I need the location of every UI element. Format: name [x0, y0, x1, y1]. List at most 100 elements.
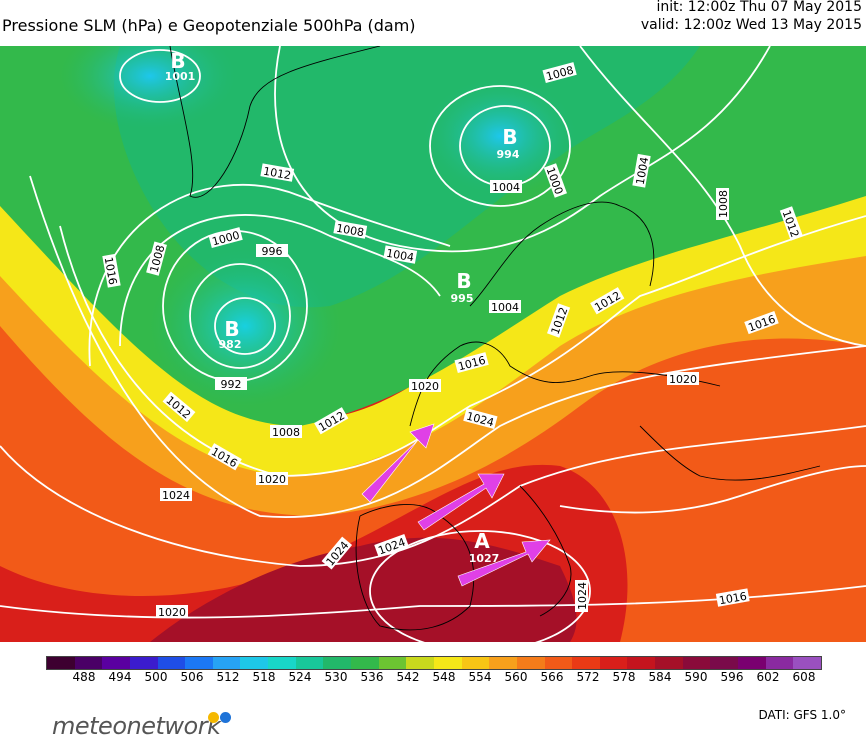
- isobar-label: 1008: [335, 222, 365, 240]
- isobar-label: 1016: [718, 590, 748, 608]
- scale-swatch: [323, 657, 352, 669]
- scale-tick-label: 488: [72, 670, 96, 684]
- scale-swatch: [47, 657, 75, 669]
- scale-swatch: [129, 657, 158, 669]
- isobar-label: 992: [221, 378, 242, 391]
- color-scale-ticks: 488 494 500 506 512 518 524 530 536 542 548 554 560 5…: [46, 670, 820, 688]
- isobar-label: 1020: [158, 606, 186, 619]
- flow-arrow: [361, 423, 435, 503]
- centre-letter: B: [456, 269, 471, 293]
- scale-swatch: [489, 657, 517, 669]
- isobar-label: 1008: [717, 190, 730, 218]
- scale-tick-label: 530: [324, 670, 348, 684]
- isobar-label: 1004: [491, 301, 519, 314]
- low-core-greenland: [60, 46, 240, 131]
- scale-tick-label: 542: [396, 670, 420, 684]
- isobar-label: 1020: [258, 473, 286, 486]
- logo-dot-blue: [220, 712, 231, 723]
- isobar-label: 1012: [262, 165, 292, 183]
- centre-value: 995: [451, 292, 474, 305]
- low-core-atlantic: [150, 246, 340, 406]
- centre-letter: B: [502, 125, 517, 149]
- scale-swatch: [212, 657, 241, 669]
- flow-arrow: [417, 473, 505, 531]
- data-credit: DATI: GFS 1.0°: [758, 708, 846, 722]
- scale-tick-label: 554: [468, 670, 492, 684]
- scale-tick-label: 536: [360, 670, 384, 684]
- scale-swatch: [295, 657, 324, 669]
- centre-letter: A: [474, 529, 490, 553]
- scale-swatch: [627, 657, 656, 669]
- scale-tick-label: 524: [288, 670, 312, 684]
- scale-tick-label: 566: [540, 670, 564, 684]
- scale-swatch: [378, 657, 407, 669]
- isobar-label: 1004: [634, 156, 652, 186]
- scale-swatch: [516, 657, 545, 669]
- isobar-label: 1004: [492, 181, 520, 194]
- scale-tick-label: 548: [432, 670, 456, 684]
- logo-dot-yellow: [208, 712, 219, 723]
- scale-swatch: [433, 657, 462, 669]
- scale-swatch: [157, 657, 186, 669]
- scale-swatch: [765, 657, 794, 669]
- coastlines: [169, 46, 821, 631]
- centre-value: 1001: [165, 70, 196, 83]
- logo-dots: [208, 712, 240, 724]
- scale-swatch: [572, 657, 600, 669]
- centre-value: 1027: [469, 552, 500, 565]
- scale-swatch: [74, 657, 103, 669]
- scale-swatch: [655, 657, 683, 669]
- scale-tick-label: 602: [756, 670, 780, 684]
- isobar-label: 1020: [669, 373, 697, 386]
- scale-tick-label: 512: [216, 670, 240, 684]
- isobar-label: 1024: [576, 582, 589, 610]
- scale-swatch: [738, 657, 766, 669]
- init-time: init: 12:00z Thu 07 May 2015: [656, 0, 863, 15]
- scale-swatch: [240, 657, 269, 669]
- scale-swatch: [406, 657, 434, 669]
- scale-swatch: [544, 657, 573, 669]
- scale-tick-label: 560: [504, 670, 528, 684]
- brand-logo: meteonetwork: [52, 712, 221, 740]
- isobar-label: 1024: [162, 489, 190, 502]
- isobar-label: 1020: [411, 380, 439, 393]
- scale-swatch: [682, 657, 711, 669]
- scale-swatch: [461, 657, 490, 669]
- scale-tick-label: 590: [684, 670, 708, 684]
- isobar-label: 996: [262, 245, 283, 258]
- centre-letter: B: [224, 317, 239, 341]
- weather-map: B 1001 B 994 B 995 B 982 A 1027 1008 100…: [0, 46, 866, 642]
- flow-arrows: [361, 423, 551, 587]
- scale-swatch: [351, 657, 379, 669]
- isobar-value-labels: 1008 1004 1000 1004 1008 1012 1012 1008 …: [102, 62, 803, 619]
- scale-swatch: [793, 657, 821, 669]
- scale-tick-label: 578: [612, 670, 636, 684]
- centre-value: 994: [497, 148, 520, 161]
- scale-swatch: [185, 657, 213, 669]
- isobar-label: 1016: [102, 256, 120, 286]
- field-band-orange: [0, 206, 866, 642]
- scale-tick-label: 608: [792, 670, 816, 684]
- centre-letter: B: [170, 49, 185, 73]
- scale-tick-label: 596: [720, 670, 744, 684]
- low-core-norway: [420, 76, 580, 196]
- scale-swatch: [599, 657, 628, 669]
- centre-value: 982: [219, 338, 242, 351]
- scale-swatch: [102, 657, 130, 669]
- scale-tick-label: 572: [576, 670, 600, 684]
- scale-swatch: [710, 657, 739, 669]
- scale-swatch: [268, 657, 296, 669]
- isobar-label: 1008: [272, 426, 300, 439]
- map-title: Pressione SLM (hPa) e Geopotenziale 500h…: [2, 16, 416, 35]
- scale-tick-label: 584: [648, 670, 672, 684]
- color-scale-bar: [46, 656, 822, 670]
- isobar-label: 1004: [385, 247, 415, 265]
- flow-arrow: [457, 539, 551, 587]
- scale-tick-label: 518: [252, 670, 276, 684]
- scale-tick-label: 500: [144, 670, 168, 684]
- pressure-centres: B 1001 B 994 B 995 B 982 A 1027: [165, 49, 520, 565]
- run-info: init: 12:00z Thu 07 May 2015 valid: 12:0…: [641, 0, 862, 34]
- valid-time: valid: 12:00z Wed 13 May 2015: [640, 17, 862, 33]
- scale-tick-label: 494: [108, 670, 132, 684]
- scale-tick-label: 506: [180, 670, 204, 684]
